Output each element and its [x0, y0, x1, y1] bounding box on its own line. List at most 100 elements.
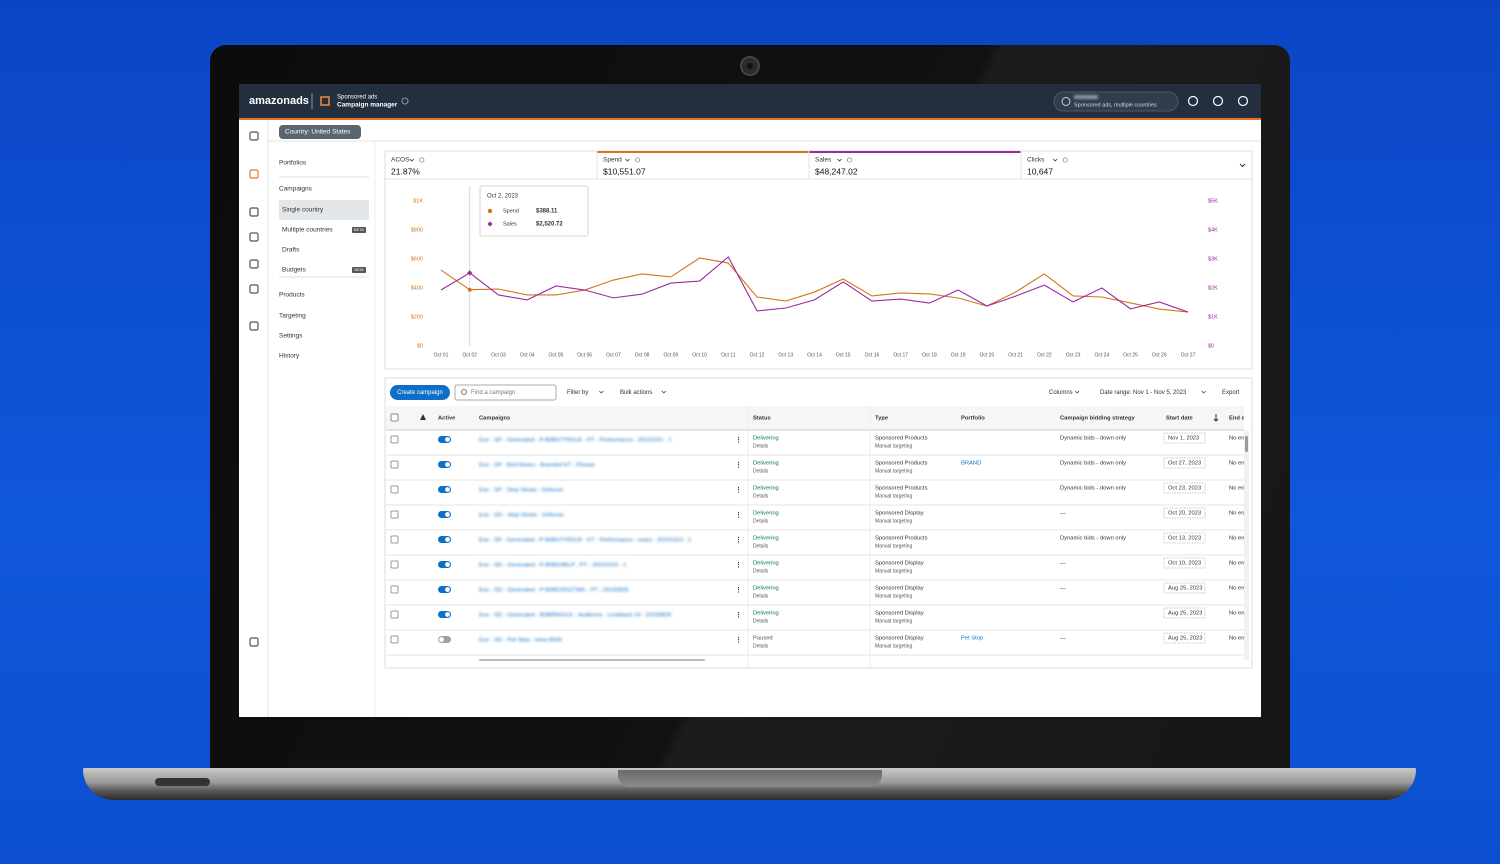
campaign-name[interactable]: Exe - SP - Generated - P-B0BX7YR2LR - PT… — [479, 438, 672, 444]
create-button[interactable] — [390, 385, 450, 400]
start-date[interactable]: Oct 20, 2023 — [1168, 511, 1201, 517]
start-date[interactable]: Oct 13, 2023 — [1168, 536, 1201, 542]
bidding-strategy: — — [1060, 511, 1066, 517]
scrollbar-thumb[interactable] — [1245, 436, 1248, 452]
row-menu[interactable]: ⋮ — [735, 436, 742, 444]
rail-icon[interactable] — [249, 169, 259, 179]
column-header[interactable]: Active — [438, 416, 456, 422]
x-tick-label: Oct 11 — [721, 352, 736, 358]
horizontal-scrollbar[interactable] — [479, 659, 705, 661]
column-header[interactable]: Start date — [1166, 416, 1194, 422]
x-tick-label: Oct 13 — [778, 352, 793, 358]
campaign-name[interactable]: Exe - SP - Bed Risers - Branded KT - Phr… — [479, 463, 595, 469]
start-date[interactable]: Oct 10, 2023 — [1168, 561, 1201, 567]
status-details[interactable]: Details — [753, 568, 769, 574]
column-header[interactable]: Campaign bidding strategy — [1060, 416, 1135, 422]
row-menu[interactable]: ⋮ — [735, 611, 742, 619]
start-date[interactable]: Oct 23, 2023 — [1168, 486, 1201, 492]
start-date[interactable]: Aug 25, 2023 — [1168, 636, 1203, 642]
sidebar-item[interactable]: Budgets — [282, 267, 307, 274]
toolbar-date-range[interactable]: Date range: Nov 1 - Nov 5, 2023 — [1100, 390, 1187, 396]
start-date[interactable]: Aug 25, 2023 — [1168, 611, 1203, 617]
notifications-icon[interactable] — [1187, 95, 1199, 107]
row-checkbox[interactable] — [390, 610, 399, 619]
rail-icon[interactable] — [249, 207, 259, 217]
portfolio[interactable]: BRAND — [961, 461, 981, 467]
campaign-name[interactable]: Exe - SD - Generated - P-B0BX4BLP - PT -… — [479, 563, 626, 569]
row-menu[interactable]: ⋮ — [735, 461, 742, 469]
campaign-type: Sponsored Products — [875, 486, 928, 492]
campaign-name[interactable]: Exe - SP - Generated - P-B0BX7YR2LR - KT… — [479, 538, 691, 544]
row-checkbox[interactable] — [390, 635, 399, 644]
end-date: No end date — [1229, 436, 1261, 442]
sidebar-item[interactable]: Settings — [279, 333, 303, 340]
toolbar-bulk[interactable]: Bulk actions — [620, 390, 652, 396]
metric-label[interactable]: Spend — [603, 157, 622, 164]
start-date[interactable]: Aug 25, 2023 — [1168, 586, 1203, 592]
sidebar-item[interactable]: Single country — [282, 207, 324, 214]
row-checkbox[interactable] — [390, 585, 399, 594]
country-chip[interactable] — [279, 125, 361, 139]
laptop-port — [155, 778, 210, 786]
metrics-caret[interactable] — [1239, 163, 1246, 168]
metric-label[interactable]: Sales — [815, 157, 832, 164]
sidebar-item[interactable]: Targeting — [279, 313, 306, 320]
toolbar-export[interactable]: Export — [1222, 390, 1240, 396]
sidebar-item[interactable]: Drafts — [282, 247, 300, 254]
metric-label[interactable]: Clicks — [1027, 157, 1045, 164]
profile-icon[interactable] — [1237, 95, 1249, 107]
sidebar-item[interactable]: Multiple countries — [282, 227, 333, 234]
sidebar-item[interactable]: Portfolios — [279, 160, 307, 167]
status-details[interactable]: Details — [753, 618, 769, 624]
row-checkbox[interactable] — [390, 485, 399, 494]
row-checkbox[interactable] — [390, 535, 399, 544]
row-checkbox[interactable] — [390, 560, 399, 569]
start-date[interactable]: Nov 1, 2023 — [1168, 436, 1199, 442]
campaign-name[interactable]: Exe - SD - Generated - B0BRNGXJL - Audie… — [479, 613, 671, 619]
row-menu[interactable]: ⋮ — [735, 561, 742, 569]
metric-label[interactable]: ACOS — [391, 157, 410, 164]
rail-icon[interactable] — [249, 637, 259, 647]
row-checkbox[interactable] — [390, 460, 399, 469]
campaign-name[interactable]: Exe - SD - Pet Step - View REM — [479, 638, 562, 644]
row-checkbox[interactable] — [390, 435, 399, 444]
campaign-name[interactable]: Exe - SP - Step Stools - Defense — [479, 488, 563, 494]
rail-icon[interactable] — [249, 131, 259, 141]
status-details[interactable]: Details — [753, 468, 769, 474]
row-menu[interactable]: ⋮ — [735, 536, 742, 544]
rail-icon[interactable] — [249, 321, 259, 331]
sidebar-item[interactable]: Products — [279, 292, 305, 299]
warning-icon — [420, 414, 426, 420]
status-details[interactable]: Details — [753, 443, 769, 449]
status-details[interactable]: Details — [753, 593, 769, 599]
start-date[interactable]: Oct 27, 2023 — [1168, 461, 1201, 467]
portfolio[interactable]: Pet Stop — [961, 636, 983, 642]
row-menu[interactable]: ⋮ — [735, 511, 742, 519]
toolbar-filter[interactable]: Filter by — [567, 390, 588, 396]
column-header[interactable]: Portfolio — [961, 416, 985, 422]
row-menu[interactable]: ⋮ — [735, 636, 742, 644]
row-checkbox[interactable] — [390, 510, 399, 519]
rail-icon[interactable] — [249, 232, 259, 242]
help-icon[interactable] — [1212, 95, 1224, 107]
row-menu[interactable]: ⋮ — [735, 486, 742, 494]
status-details[interactable]: Details — [753, 643, 769, 649]
rail-icon[interactable] — [249, 284, 259, 294]
column-header[interactable]: Campaigns — [479, 416, 510, 422]
x-tick-label: Oct 12 — [750, 352, 765, 358]
campaign-name[interactable]: Exe - SD - Generated - P-B0BCRGZTMS - PT… — [479, 588, 629, 594]
row-menu[interactable]: ⋮ — [735, 586, 742, 594]
rail-icon[interactable] — [249, 259, 259, 269]
header-checkbox[interactable] — [390, 413, 399, 422]
column-header[interactable]: Status — [753, 416, 771, 422]
status-details[interactable]: Details — [753, 543, 769, 549]
sidebar-item[interactable]: Campaigns — [279, 186, 313, 193]
toolbar-columns[interactable]: Columns — [1049, 390, 1073, 396]
status-details[interactable]: Details — [753, 518, 769, 524]
search-box[interactable] — [454, 384, 557, 401]
sidebar-item[interactable]: History — [279, 353, 300, 360]
column-header[interactable]: End date — [1229, 416, 1254, 422]
status-details[interactable]: Details — [753, 493, 769, 499]
column-header[interactable]: Type — [875, 416, 889, 422]
campaign-name[interactable]: Exe - SD - Step Stools - Defense — [479, 513, 564, 519]
